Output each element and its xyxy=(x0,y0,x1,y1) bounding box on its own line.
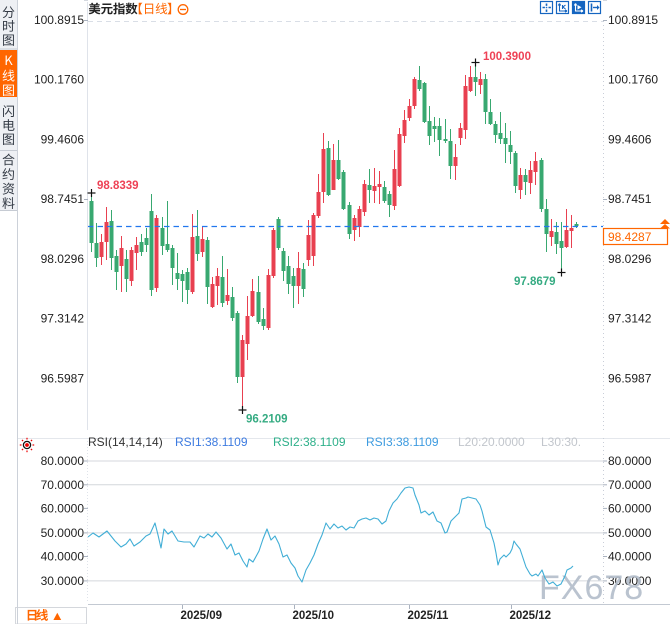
svg-text:50.0000: 50.0000 xyxy=(41,526,85,540)
svg-text:96.5987: 96.5987 xyxy=(41,371,85,385)
svg-text:100.3900: 100.3900 xyxy=(483,51,531,63)
svg-text:97.3142: 97.3142 xyxy=(608,312,652,326)
svg-text:RSI3:38.1109: RSI3:38.1109 xyxy=(366,435,439,449)
svg-text:40.0000: 40.0000 xyxy=(41,550,85,564)
svg-text:97.3142: 97.3142 xyxy=(41,312,85,326)
svg-text:98.0296: 98.0296 xyxy=(608,252,652,266)
svg-text:98.7451: 98.7451 xyxy=(41,192,85,206)
svg-text:97.8679: 97.8679 xyxy=(514,276,556,288)
svg-text:99.4606: 99.4606 xyxy=(608,132,652,146)
svg-text:100.1760: 100.1760 xyxy=(608,73,658,87)
svg-text:40.0000: 40.0000 xyxy=(608,550,652,564)
svg-text:80.0000: 80.0000 xyxy=(41,454,85,468)
svg-text:60.0000: 60.0000 xyxy=(41,501,85,515)
svg-text:RSI1:38.1109: RSI1:38.1109 xyxy=(175,435,248,449)
svg-text:30.0000: 30.0000 xyxy=(41,574,85,588)
svg-text:100.1760: 100.1760 xyxy=(34,73,84,87)
svg-text:RSI2:38.1109: RSI2:38.1109 xyxy=(273,435,346,449)
svg-text:100.8915: 100.8915 xyxy=(34,13,84,27)
svg-text:96.2109: 96.2109 xyxy=(246,414,288,426)
svg-text:2025/12: 2025/12 xyxy=(510,610,552,622)
svg-text:98.8339: 98.8339 xyxy=(97,180,139,192)
svg-text:70.0000: 70.0000 xyxy=(41,478,85,492)
svg-text:70.0000: 70.0000 xyxy=(608,478,652,492)
svg-text:2025/09: 2025/09 xyxy=(181,610,223,622)
svg-text:99.4606: 99.4606 xyxy=(41,132,85,146)
svg-text:98.4287: 98.4287 xyxy=(608,230,652,244)
svg-text:RSI(14,14,14): RSI(14,14,14) xyxy=(88,435,163,449)
svg-text:98.7451: 98.7451 xyxy=(608,192,652,206)
svg-text:96.5987: 96.5987 xyxy=(608,371,652,385)
svg-text:80.0000: 80.0000 xyxy=(608,454,652,468)
svg-text:L20:20.0000: L20:20.0000 xyxy=(458,435,525,449)
svg-text:L30:30.: L30:30. xyxy=(541,435,581,449)
svg-text:FX678: FX678 xyxy=(539,569,644,607)
svg-text:2025/10: 2025/10 xyxy=(293,610,335,622)
svg-text:50.0000: 50.0000 xyxy=(608,526,652,540)
svg-text:100.8915: 100.8915 xyxy=(608,13,658,27)
svg-text:2025/11: 2025/11 xyxy=(408,610,450,622)
svg-text:98.0296: 98.0296 xyxy=(41,252,85,266)
svg-text:60.0000: 60.0000 xyxy=(608,501,652,515)
svg-text:30.0000: 30.0000 xyxy=(608,574,652,588)
